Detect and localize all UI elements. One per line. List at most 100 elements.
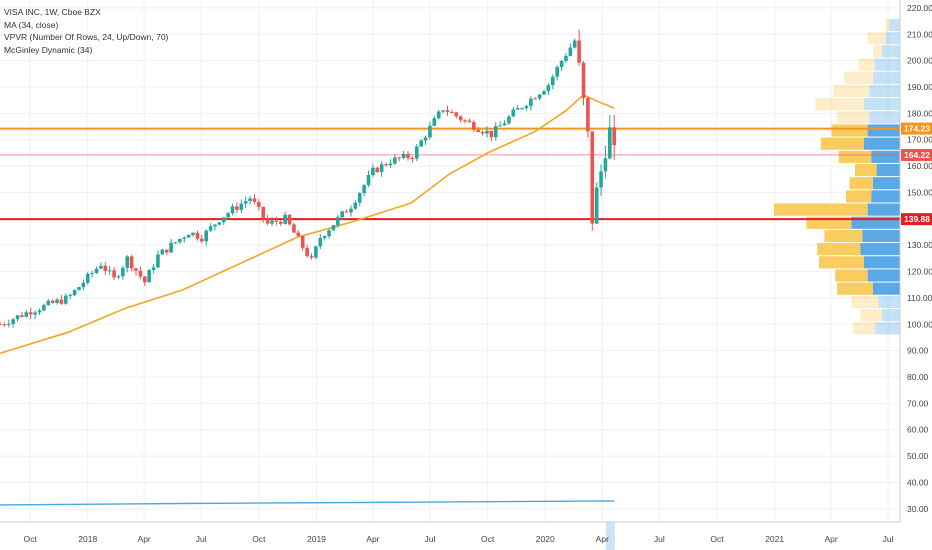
volume-profile-down-bar	[885, 18, 890, 32]
volume-profile-down-bar	[820, 137, 864, 150]
volume-profile-up-bar	[867, 269, 900, 282]
candle-body	[77, 287, 81, 291]
candle-body	[164, 249, 169, 253]
candle-body	[331, 225, 336, 231]
volume-profile-down-bar	[858, 58, 875, 71]
candle-body	[436, 111, 441, 119]
candle-body	[336, 217, 340, 226]
candle-body	[520, 108, 524, 110]
legend-ma[interactable]: MA (34, close)	[4, 19, 59, 30]
candle-body	[314, 246, 318, 258]
legend-vpvr[interactable]: VPVR (Number Of Rows, 24, Up/Down, 70)	[4, 32, 169, 42]
candle-body	[564, 55, 568, 61]
candle-body	[195, 232, 200, 239]
volume-profile-down-bar	[835, 269, 868, 282]
candle-body	[28, 312, 33, 315]
x-tick-label: Oct	[252, 534, 266, 544]
volume-profile-down-bar	[774, 203, 868, 216]
legend-mcginley[interactable]: McGinley Dynamic (34)	[4, 44, 93, 55]
candle-body	[362, 185, 366, 194]
candle-body	[546, 85, 551, 92]
candle-body	[463, 120, 467, 122]
candle-body	[384, 164, 388, 166]
volume-profile-down-bar	[824, 229, 863, 243]
candle-body	[191, 232, 195, 235]
candle-body	[287, 214, 292, 225]
candle-body	[371, 167, 375, 176]
volume-profile-up-bar	[864, 98, 900, 111]
candle-body	[502, 123, 507, 126]
candle-body	[151, 267, 156, 271]
candle-body	[397, 157, 402, 159]
mcginley-dynamic-series	[0, 500, 615, 506]
y-tick-label: 120.00	[907, 267, 932, 277]
candle-body	[112, 270, 116, 278]
y-tick-label: 100.00	[907, 319, 932, 329]
candle-body	[292, 224, 296, 233]
candle-body	[15, 315, 20, 320]
candle-body	[300, 236, 305, 248]
volume-profile-up-bar	[878, 295, 900, 308]
candle-body	[357, 193, 362, 203]
price-tag-label: 164.22	[904, 150, 930, 160]
ma-line	[0, 93, 615, 355]
candle-body	[572, 40, 577, 48]
candle-body	[265, 217, 270, 224]
y-tick-label: 210.00	[907, 29, 932, 39]
candle-body	[480, 131, 485, 134]
x-tick-label: Jul	[196, 534, 207, 544]
candle-body	[612, 127, 617, 146]
volume-profile-down-bar	[819, 256, 864, 269]
candle-body	[213, 224, 217, 227]
candle-body	[182, 237, 187, 239]
candle-body	[59, 299, 64, 304]
candle-body	[393, 157, 397, 164]
candle-body	[20, 315, 24, 317]
price-tag-bg	[901, 148, 932, 161]
volume-profile-up-bar	[873, 282, 900, 295]
price-tag-bg	[901, 122, 932, 135]
candle-body	[226, 213, 230, 218]
volume-profile-down-bar	[831, 124, 868, 137]
candle-body	[388, 163, 393, 166]
x-tick-label: 2019	[307, 534, 326, 544]
candle-body	[37, 310, 42, 313]
candle-body	[24, 312, 29, 317]
candle-body	[138, 270, 143, 277]
y-tick-label: 130.00	[907, 240, 932, 250]
candle-body	[11, 319, 15, 324]
volume-profile-down-bar	[853, 322, 875, 335]
candle-body	[414, 146, 419, 159]
volume-profile-up-bar	[862, 229, 900, 243]
candle-body	[261, 206, 266, 218]
candle-body	[406, 153, 410, 158]
mcginley-line	[0, 500, 615, 506]
moving-average-series	[0, 93, 615, 355]
x-tick-label: 2018	[78, 534, 97, 544]
candle-body	[68, 295, 72, 297]
candle-body	[64, 295, 68, 304]
x-tick-label: Jul	[883, 534, 894, 544]
candle-body	[550, 76, 555, 86]
candle-body	[257, 201, 261, 207]
candle-body	[322, 236, 327, 238]
volume-profile-up-bar	[871, 190, 900, 203]
candle-body	[186, 234, 191, 238]
candle-body	[33, 312, 37, 315]
candle-body	[107, 270, 112, 272]
candle-body	[498, 125, 502, 127]
candle-body	[467, 120, 472, 123]
candle-body	[121, 267, 125, 277]
x-tick-label: Oct	[481, 534, 495, 544]
candle-body	[485, 130, 489, 134]
volume-profile-down-bar	[849, 177, 873, 190]
candle-body	[450, 111, 454, 113]
legend-symbol[interactable]: VISA INC, 1W, Cboe BZX	[4, 7, 101, 17]
candle-body	[507, 116, 511, 124]
candle-body	[476, 129, 481, 132]
y-tick-label: 60.00	[907, 425, 929, 435]
volume-profile-up-bar	[882, 308, 900, 322]
candle-body	[46, 300, 51, 305]
candle-body	[309, 256, 314, 258]
